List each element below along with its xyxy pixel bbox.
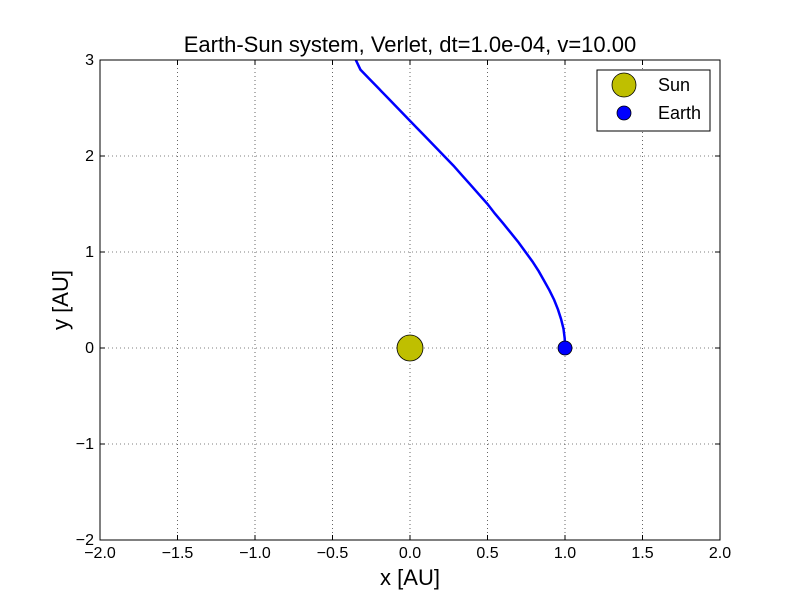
- legend: Sun Earth: [596, 69, 711, 132]
- x-tick-label: 1.0: [554, 545, 576, 562]
- y-tick-label: −2: [76, 532, 94, 549]
- y-tick-label: 2: [85, 148, 94, 165]
- y-tick-label: 0: [85, 340, 94, 357]
- x-tick-label: 0.0: [399, 545, 421, 562]
- sun-marker: [396, 334, 424, 362]
- x-tick-label: −1.0: [239, 545, 271, 562]
- legend-label-sun: Sun: [658, 75, 690, 95]
- x-tick-label: 1.5: [631, 545, 653, 562]
- earth-marker: [557, 340, 573, 356]
- axis-ticks: −2.0 −1.5 −1.0 −0.5 0.0 0.5 1.0 1.5 2.0 −2 −1 0 1 2 3: [76, 52, 731, 562]
- legend-earth-marker: [616, 105, 632, 121]
- y-tick-label: 3: [85, 52, 94, 69]
- x-axis-label: x [AU]: [380, 565, 440, 590]
- y-axis-label: y [AU]: [48, 270, 73, 330]
- x-tick-label: −2.0: [84, 545, 116, 562]
- chart-title: Earth-Sun system, Verlet, dt=1.0e-04, v=…: [184, 32, 636, 57]
- axes-frame: [99, 59, 721, 541]
- earth-orbit-line: [354, 60, 567, 349]
- x-tick-label: 0.5: [476, 545, 498, 562]
- grid-lines: [100, 60, 720, 540]
- x-tick-label: 2.0: [709, 545, 731, 562]
- plot-area: [354, 60, 573, 362]
- x-tick-label: −0.5: [317, 545, 349, 562]
- y-tick-label: 1: [85, 244, 94, 261]
- x-tick-label: −1.5: [162, 545, 194, 562]
- y-tick-label: −1: [76, 436, 94, 453]
- legend-label-earth: Earth: [658, 103, 701, 123]
- legend-sun-marker: [611, 72, 637, 98]
